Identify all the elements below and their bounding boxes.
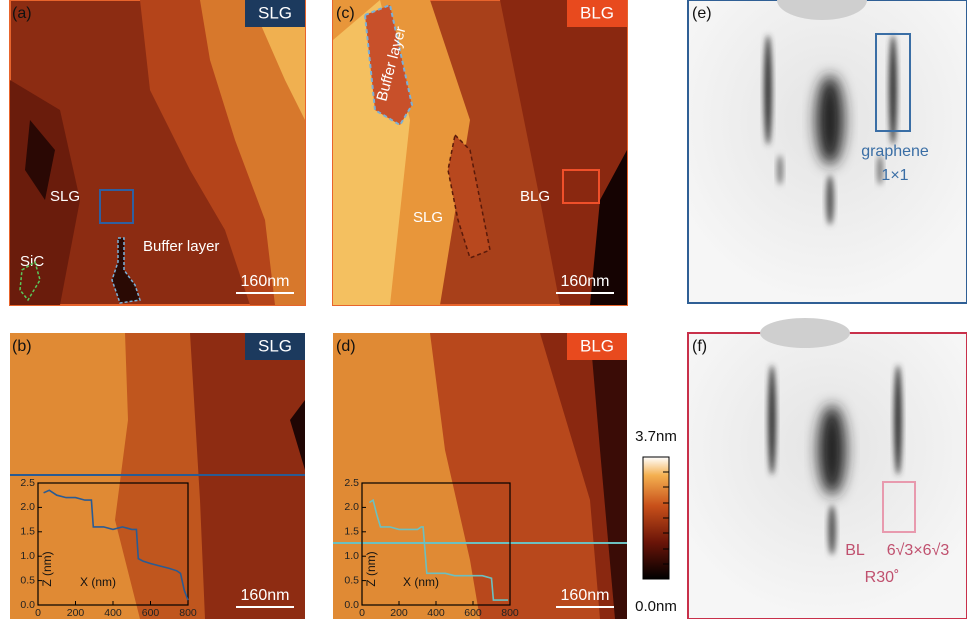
badge: BLG [580,336,614,355]
scale-label: 160nm [561,273,610,290]
x-tick-label: 200 [67,607,85,619]
badge: SLG [258,3,292,22]
annotation: R30˚ [865,569,900,586]
panel-label: (e) [692,5,712,22]
annotation: graphene [861,143,929,160]
y-axis-label: Z (nm) [364,551,378,586]
x-axis-label: X (nm) [403,575,439,589]
y-axis-label: Z (nm) [40,551,54,586]
y-tick-label: 2.5 [20,477,35,489]
panel-label: (c) [336,5,355,22]
y-tick-label: 1.0 [20,550,35,562]
y-tick-label: 2.0 [20,501,35,513]
annotation: SiC [20,253,44,270]
annotation: SLG [413,209,443,226]
y-tick-label: 2.5 [344,477,359,489]
x-tick-label: 0 [359,607,365,619]
colorbar-min: 0.0nm [635,598,677,615]
figure: (a) SLG SLG SiC Buffer layer 160nm (c) B… [0,0,967,619]
afm-image-a [10,0,305,305]
afm-image-b [10,333,305,619]
annotation: 1×1 [881,167,908,184]
afm-image-c [333,0,627,305]
colorbar-max: 3.7nm [635,428,677,445]
y-tick-label: 0.0 [344,599,359,611]
badge: SLG [258,336,292,355]
y-tick-label: 1.5 [344,526,359,538]
panel-label: (f) [692,338,707,355]
y-tick-label: 0.5 [344,574,359,586]
annotation: 6√3×6√3 [887,542,950,559]
panel-label: (d) [336,338,356,355]
y-tick-label: 1.0 [344,550,359,562]
x-tick-label: 600 [464,607,482,619]
x-tick-label: 800 [179,607,197,619]
x-tick-label: 800 [501,607,519,619]
annotation: SLG [50,188,80,205]
annotation: Buffer layer [143,238,219,255]
y-tick-label: 0.0 [20,599,35,611]
x-axis-label: X (nm) [80,575,116,589]
x-tick-label: 400 [104,607,122,619]
x-tick-label: 400 [427,607,445,619]
x-tick-label: 200 [390,607,408,619]
scale-label: 160nm [241,273,290,290]
scale-label: 160nm [241,587,290,604]
y-tick-label: 2.0 [344,501,359,513]
x-tick-label: 600 [142,607,160,619]
panel-label: (a) [12,5,32,22]
y-tick-label: 0.5 [20,574,35,586]
y-tick-label: 1.5 [20,526,35,538]
leed-image-f [688,318,967,619]
badge: BLG [580,3,614,22]
annotation: BLG [520,188,550,205]
panel-label: (b) [12,338,32,355]
x-tick-label: 0 [35,607,41,619]
scale-label: 160nm [561,587,610,604]
page: {"panels": [ {"label": "(a)", "badge": "… [0,0,967,619]
annotation: BL [845,542,865,559]
